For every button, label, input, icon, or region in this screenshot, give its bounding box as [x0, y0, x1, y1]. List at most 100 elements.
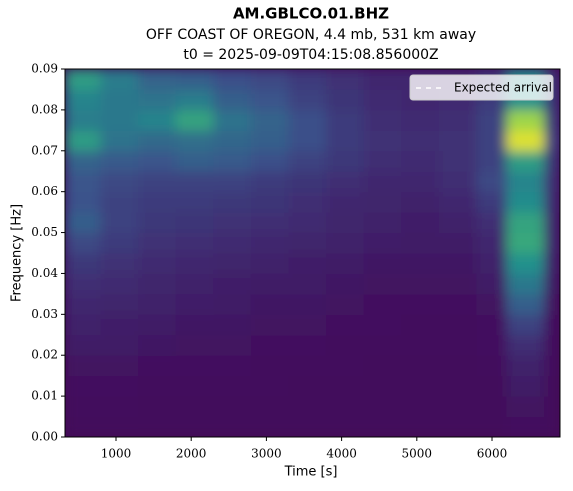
heat-cell [213, 69, 252, 90]
heat-cell [288, 354, 328, 377]
heat-cell [438, 395, 478, 418]
heat-cell [438, 416, 478, 437]
heat-cell [213, 170, 252, 193]
heat-cell [213, 375, 252, 397]
heat-cell [544, 313, 560, 336]
legend-box [409, 74, 554, 101]
heat-cell [401, 150, 440, 172]
heat-cell [288, 211, 328, 234]
heat-cell [138, 170, 177, 193]
heat-cell [326, 150, 365, 172]
heat-cell [476, 211, 508, 234]
heat-cell [175, 69, 215, 90]
heat-cell [100, 334, 140, 356]
heat-cell [506, 395, 546, 418]
heat-cell [175, 252, 215, 274]
heat-cell [250, 129, 290, 152]
heat-cell [65, 416, 102, 437]
heat-cell [138, 191, 177, 213]
heat-cell [544, 354, 560, 377]
heat-cell [100, 354, 140, 377]
heat-cell [65, 109, 102, 131]
heat-cell [544, 334, 560, 356]
plot-frame [64, 68, 561, 438]
heat-cell [544, 170, 560, 193]
heat-cell [250, 313, 290, 336]
heat-cell [326, 395, 365, 418]
heat-cell [65, 313, 102, 336]
x-tick-label: 3000 [251, 447, 282, 461]
heat-cell [213, 252, 252, 274]
heat-cell [476, 354, 508, 377]
heat-cell [213, 129, 252, 152]
y-tick-label: 0.04 [31, 266, 58, 280]
heat-cell [476, 191, 508, 213]
heat-cell [363, 69, 403, 90]
heat-cell [326, 211, 365, 234]
heat-cell [175, 232, 215, 254]
heat-cell [100, 416, 140, 437]
heat-cell [288, 395, 328, 418]
heat-cell [250, 375, 290, 397]
heat-cell [138, 313, 177, 336]
heat-cell [65, 150, 102, 172]
heat-cell [401, 109, 440, 131]
chart-subtitle: t0 = 2025-09-09T04:15:08.856000Z [183, 47, 438, 63]
heat-cell [326, 272, 365, 295]
heat-cell [100, 191, 140, 213]
y-axis-label: Frequency [Hz] [10, 204, 25, 302]
heat-cell [100, 170, 140, 193]
heat-cell [506, 313, 546, 336]
heat-cell [476, 313, 508, 336]
y-tick-label: 0.08 [31, 102, 58, 116]
heat-cell [213, 416, 252, 437]
heat-cell [175, 272, 215, 295]
heat-cell [100, 129, 140, 152]
heat-cell [138, 150, 177, 172]
heat-cell [138, 109, 177, 131]
heat-cell [363, 354, 403, 377]
heat-cell [476, 170, 508, 193]
heat-cell [363, 334, 403, 356]
heat-cell [326, 293, 365, 315]
heat-cell [438, 211, 478, 234]
legend-label: Expected arrival [454, 81, 552, 95]
heat-cell [363, 211, 403, 234]
heat-cell [138, 416, 177, 437]
heat-cell [288, 69, 328, 90]
heat-cell [175, 150, 215, 172]
heat-cell [326, 354, 365, 377]
heat-cell [363, 416, 403, 437]
heat-cell [288, 375, 328, 397]
heat-cell [65, 293, 102, 315]
heat-cell [401, 334, 440, 356]
heat-cell [138, 334, 177, 356]
heat-cell [506, 150, 546, 172]
heat-cell [213, 334, 252, 356]
heat-cell [288, 416, 328, 437]
heat-cell [476, 252, 508, 274]
heat-cell [138, 88, 177, 111]
heat-cell [175, 416, 215, 437]
heat-cell [476, 150, 508, 172]
heat-cell [401, 395, 440, 418]
heat-cell [250, 191, 290, 213]
heat-cell [288, 272, 328, 295]
heat-cell [65, 334, 102, 356]
heat-cell [250, 88, 290, 111]
heat-cell [288, 150, 328, 172]
heat-cell [213, 395, 252, 418]
heat-cell [138, 69, 177, 90]
heat-cell [213, 211, 252, 234]
legend: Expected arrival [409, 74, 554, 101]
heat-cell [213, 313, 252, 336]
heat-cell [544, 293, 560, 315]
heat-cell [476, 334, 508, 356]
heat-cell [65, 129, 102, 152]
heat-cell [250, 354, 290, 377]
y-tick-label: 0.06 [31, 184, 58, 198]
heat-cell [438, 170, 478, 193]
heat-cell [175, 211, 215, 234]
heat-cell [65, 69, 102, 90]
heat-cell [401, 252, 440, 274]
